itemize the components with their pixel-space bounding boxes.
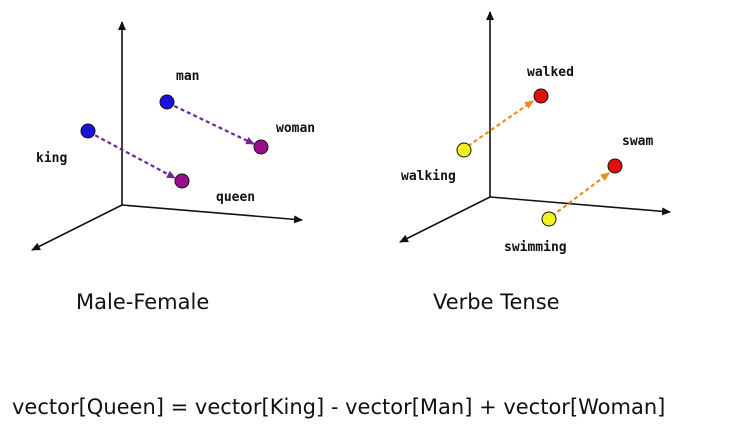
left-z-axis bbox=[31, 204, 123, 251]
right-x-axis bbox=[489, 196, 671, 216]
caption-verbe-tense: Verbe Tense bbox=[433, 290, 560, 314]
label-walked: walked bbox=[527, 65, 574, 80]
point-queen bbox=[174, 173, 190, 189]
man-woman-arrow bbox=[167, 102, 255, 145]
point-swimming bbox=[541, 211, 557, 227]
point-woman bbox=[253, 139, 269, 155]
walking-walked-arrow bbox=[467, 100, 534, 147]
point-man bbox=[159, 94, 175, 110]
label-woman: woman bbox=[276, 121, 315, 136]
label-swimming: swimming bbox=[504, 240, 567, 255]
point-walking bbox=[456, 142, 472, 158]
caption-male-female: Male-Female bbox=[76, 290, 210, 314]
label-swam: swam bbox=[622, 134, 653, 149]
left-x-axis bbox=[121, 204, 303, 224]
point-walked bbox=[533, 88, 549, 104]
label-queen: queen bbox=[216, 190, 255, 205]
king-queen-arrow bbox=[88, 131, 176, 179]
point-king bbox=[80, 123, 96, 139]
right-z-axis bbox=[399, 196, 491, 243]
left-axes bbox=[31, 21, 303, 251]
vector-equation: vector[Queen] = vector[King] - vector[Ma… bbox=[12, 395, 666, 419]
swimming-swam-arrow bbox=[551, 172, 610, 217]
point-swam bbox=[607, 158, 623, 174]
right-axes bbox=[399, 11, 671, 243]
label-walking: walking bbox=[401, 169, 456, 184]
label-king: king bbox=[36, 151, 67, 166]
label-man: man bbox=[176, 69, 199, 84]
